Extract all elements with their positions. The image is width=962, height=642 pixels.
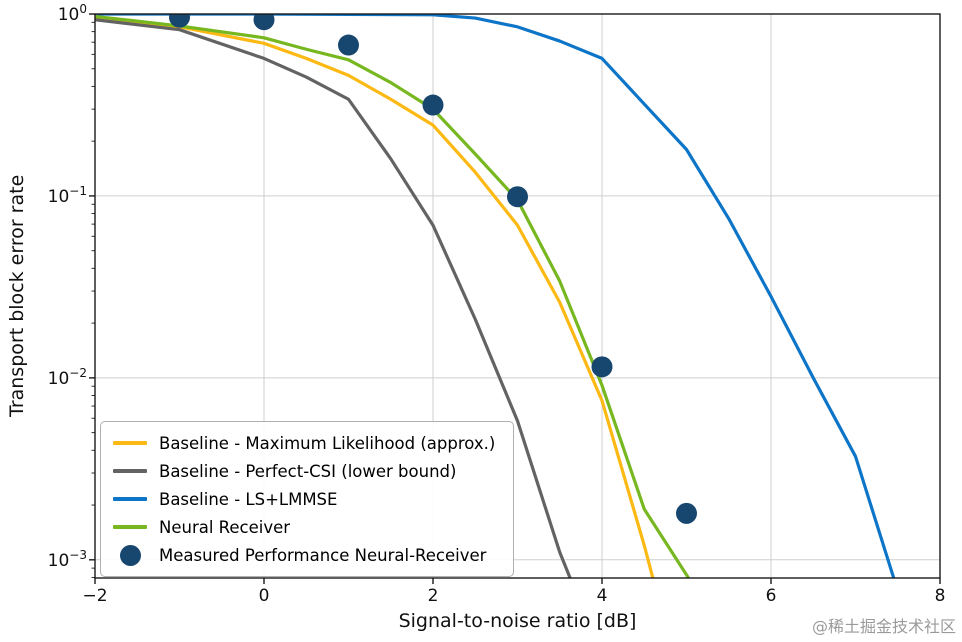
x-tick-label: 0 [259, 586, 270, 606]
legend-line-sample [113, 525, 147, 529]
legend-label: Measured Performance Neural-Receiver [159, 545, 487, 565]
measured-point [507, 186, 528, 208]
series-group [95, 14, 896, 578]
x-axis-ticks: −2 0 2 4 6 8 [82, 578, 945, 606]
measured-point [338, 34, 359, 56]
series-markers-4 [169, 14, 697, 524]
legend-label: Baseline - Perfect-CSI (lower bound) [159, 461, 457, 481]
x-tick-label: 8 [935, 586, 946, 606]
measured-point [253, 14, 275, 31]
legend-item-1: Baseline - Perfect-CSI (lower bound) [113, 460, 495, 482]
x-tick-label: −2 [82, 586, 107, 606]
legend-item-0: Baseline - Maximum Likelihood (approx.) [113, 432, 495, 454]
legend: Baseline - Maximum Likelihood (approx.) B… [100, 421, 515, 577]
y-axis-ticks: 100 10−1 10−2 10−3 [48, 2, 95, 571]
y-tick-label: 10−3 [48, 548, 87, 571]
legend-item-2: Baseline - LS+LMMSE [113, 488, 495, 510]
legend-line-sample [113, 469, 147, 473]
legend-marker-sample [113, 544, 147, 566]
x-tick-label: 6 [766, 586, 777, 606]
legend-line-sample [113, 441, 147, 445]
measured-point [169, 14, 190, 28]
x-tick-label: 2 [428, 586, 439, 606]
legend-line-sample [113, 497, 147, 501]
legend-label: Baseline - Maximum Likelihood (approx.) [159, 433, 496, 453]
plot-border [94, 13, 941, 579]
watermark: @稀土掘金技术社区 [811, 617, 956, 636]
y-tick-label: 10−1 [48, 184, 87, 207]
legend-item-3: Neural Receiver [113, 516, 495, 538]
legend-item-4: Measured Performance Neural-Receiver [113, 544, 495, 566]
measured-point [422, 94, 444, 116]
y-tick-label: 100 [58, 2, 87, 25]
legend-label: Baseline - LS+LMMSE [159, 489, 338, 509]
y-axis-minor-ticks [91, 21, 95, 578]
series-line-1 [95, 18, 572, 578]
measured-point [591, 356, 613, 378]
series-line-0 [95, 15, 655, 578]
measured-point [676, 502, 697, 524]
x-axis-label: Signal-to-noise ratio [dB] [398, 610, 637, 632]
legend-label: Neural Receiver [159, 517, 291, 537]
y-tick-label: 10−2 [48, 366, 87, 389]
x-tick-label: 4 [597, 586, 608, 606]
